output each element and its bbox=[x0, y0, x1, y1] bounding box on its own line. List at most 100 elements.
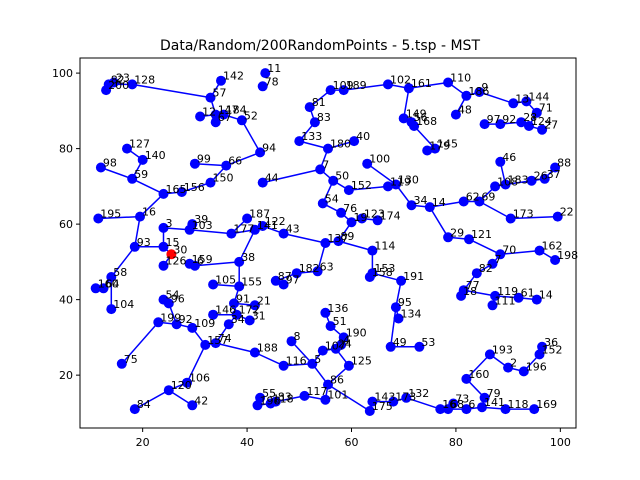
point-label: 42 bbox=[194, 394, 208, 407]
data-point bbox=[226, 228, 237, 239]
data-point bbox=[320, 394, 331, 405]
point-label: 5 bbox=[314, 353, 321, 366]
data-point bbox=[336, 339, 347, 350]
point-label: 147 bbox=[218, 104, 239, 117]
y-tick-label: 20 bbox=[59, 369, 73, 382]
point-label: 21 bbox=[257, 294, 271, 307]
data-point bbox=[550, 255, 561, 265]
point-label: 2 bbox=[510, 357, 517, 370]
data-point bbox=[278, 279, 289, 290]
data-point bbox=[323, 379, 333, 390]
mst-edge bbox=[510, 215, 558, 220]
mst-edge bbox=[468, 238, 501, 255]
data-point bbox=[390, 302, 401, 313]
point-label: 108 bbox=[497, 175, 518, 188]
data-point bbox=[249, 347, 260, 358]
data-point bbox=[529, 404, 540, 415]
data-point bbox=[474, 87, 485, 97]
chart-title: Data/Random/200RandomPoints - 5.tsp - MS… bbox=[160, 38, 480, 54]
point-label: 66 bbox=[228, 155, 242, 168]
point-label: 133 bbox=[301, 130, 322, 143]
data-point bbox=[315, 164, 326, 175]
data-point bbox=[537, 124, 548, 135]
data-point bbox=[312, 266, 323, 277]
point-label: 118 bbox=[273, 393, 294, 406]
point-label: 82 bbox=[479, 262, 493, 275]
data-point bbox=[356, 213, 367, 224]
point-label: 31 bbox=[252, 309, 266, 322]
point-label: 122 bbox=[265, 215, 286, 228]
mst-edge bbox=[238, 229, 256, 263]
data-point bbox=[479, 392, 490, 403]
data-point bbox=[223, 319, 234, 330]
mst-edge bbox=[327, 383, 371, 412]
point-label: 162 bbox=[542, 240, 563, 253]
point-label: 55 bbox=[262, 387, 276, 400]
data-point bbox=[257, 81, 268, 92]
data-point bbox=[364, 406, 375, 416]
point-label: 6 bbox=[468, 398, 475, 411]
point-label: 150 bbox=[213, 172, 234, 185]
data-point bbox=[184, 224, 195, 235]
point-label: 117 bbox=[307, 385, 328, 398]
data-point bbox=[95, 162, 106, 173]
point-label: 126 bbox=[166, 255, 187, 268]
point-label: 92 bbox=[502, 113, 516, 126]
point-label: 97 bbox=[487, 113, 501, 126]
point-label: 111 bbox=[495, 294, 516, 307]
point-label: 190 bbox=[346, 326, 367, 339]
point-label: 183 bbox=[508, 174, 529, 187]
data-point bbox=[534, 349, 545, 360]
point-label: 7 bbox=[495, 253, 502, 266]
mst-edge bbox=[465, 353, 491, 380]
data-point bbox=[479, 119, 490, 130]
point-label: 56 bbox=[414, 111, 428, 124]
data-point bbox=[210, 338, 221, 349]
point-label: 134 bbox=[401, 308, 422, 321]
point-label: 104 bbox=[113, 298, 134, 311]
data-point bbox=[531, 294, 542, 305]
mst-edge bbox=[290, 340, 313, 365]
y-axis-ticks: 20 40 60 80 100 bbox=[52, 67, 80, 382]
data-point bbox=[458, 196, 469, 207]
mst-edge bbox=[132, 83, 211, 99]
data-point bbox=[158, 188, 169, 199]
point-label: 16 bbox=[142, 206, 156, 219]
data-point bbox=[216, 75, 226, 86]
point-label: 15 bbox=[166, 236, 180, 249]
point-label: 54 bbox=[325, 192, 339, 205]
data-point bbox=[218, 109, 229, 120]
data-point bbox=[516, 117, 527, 128]
point-label: 49 bbox=[393, 336, 407, 349]
point-label: 124 bbox=[531, 115, 552, 128]
data-point bbox=[505, 213, 516, 224]
mst-edge bbox=[408, 81, 449, 89]
point-label: 106 bbox=[189, 372, 210, 385]
data-point bbox=[208, 279, 219, 290]
point-label: 198 bbox=[557, 249, 578, 262]
data-point bbox=[477, 402, 487, 413]
data-point bbox=[456, 290, 467, 301]
data-point bbox=[255, 392, 266, 403]
data-point bbox=[158, 241, 169, 252]
point-label: 57 bbox=[213, 87, 227, 100]
data-point bbox=[464, 234, 474, 245]
data-point bbox=[487, 258, 498, 269]
point-label: 89 bbox=[340, 230, 354, 243]
data-point bbox=[236, 115, 247, 126]
x-tick-label: 80 bbox=[449, 436, 463, 449]
data-point bbox=[401, 392, 412, 403]
data-point bbox=[490, 181, 501, 192]
point-label: 40 bbox=[356, 130, 370, 143]
axes-frame bbox=[79, 57, 577, 429]
data-point bbox=[187, 400, 198, 411]
point-label: 84 bbox=[137, 398, 151, 411]
point-label: 141 bbox=[257, 219, 278, 232]
point-label: 83 bbox=[278, 391, 292, 404]
point-label: 169 bbox=[536, 398, 557, 411]
data-points bbox=[90, 68, 563, 416]
point-label: 137 bbox=[327, 232, 348, 245]
point-label: 96 bbox=[171, 292, 185, 305]
point-label: 98 bbox=[103, 157, 117, 170]
point-label: 59 bbox=[134, 168, 148, 181]
